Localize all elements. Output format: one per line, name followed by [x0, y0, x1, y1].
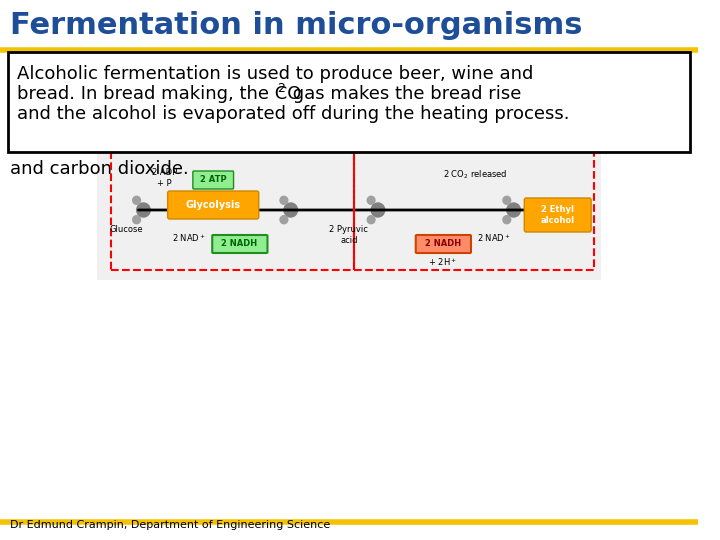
Text: Glucose: Glucose: [109, 226, 143, 234]
Circle shape: [507, 203, 521, 217]
Text: Glycolysis: Glycolysis: [186, 200, 240, 210]
FancyBboxPatch shape: [415, 235, 471, 253]
Text: Fermentation in micro-organisms: Fermentation in micro-organisms: [9, 10, 582, 39]
FancyBboxPatch shape: [212, 235, 267, 253]
Text: 2 NAD$^+$: 2 NAD$^+$: [172, 232, 206, 244]
FancyBboxPatch shape: [97, 140, 601, 280]
FancyBboxPatch shape: [193, 171, 233, 189]
Text: 2 Pyruvic
acid: 2 Pyruvic acid: [330, 225, 369, 245]
Text: Alcoholic fermentation is used to produce beer, wine and: Alcoholic fermentation is used to produc…: [17, 65, 534, 83]
Circle shape: [367, 197, 375, 204]
Text: 2 NAD$^+$: 2 NAD$^+$: [477, 232, 511, 244]
Circle shape: [284, 203, 297, 217]
Text: 2 NADH: 2 NADH: [221, 240, 258, 248]
Circle shape: [132, 197, 140, 204]
Text: 2 ATP: 2 ATP: [200, 176, 227, 185]
FancyBboxPatch shape: [168, 191, 258, 219]
Text: and the alcohol is evaporated off during the heating process.: and the alcohol is evaporated off during…: [17, 105, 570, 123]
Text: bread. In bread making, the CO: bread. In bread making, the CO: [17, 85, 302, 103]
Circle shape: [280, 197, 288, 204]
Circle shape: [372, 203, 384, 217]
Text: Example Two:: Example Two:: [9, 67, 134, 85]
Text: gas makes the bread rise: gas makes the bread rise: [287, 85, 521, 103]
Circle shape: [503, 197, 510, 204]
Text: 2 CO$_2$ released: 2 CO$_2$ released: [443, 168, 507, 181]
FancyBboxPatch shape: [524, 198, 591, 232]
Circle shape: [280, 215, 288, 224]
Circle shape: [367, 215, 375, 224]
Circle shape: [137, 203, 150, 217]
Text: 2: 2: [277, 82, 285, 95]
Text: Yeast is a single-celled fungus that can perform both aerobic
cellular respirati: Yeast is a single-celled fungus that can…: [9, 85, 566, 178]
FancyBboxPatch shape: [0, 0, 698, 50]
Circle shape: [132, 215, 140, 224]
Text: Dr Edmund Crampin, Department of Engineering Science: Dr Edmund Crampin, Department of Enginee…: [9, 520, 330, 530]
FancyBboxPatch shape: [8, 52, 690, 152]
Text: 2 ADP
+ P: 2 ADP + P: [152, 168, 177, 188]
Text: 2 NADH: 2 NADH: [425, 240, 461, 248]
Text: + 2H$^+$: + 2H$^+$: [428, 256, 457, 268]
Text: 2 Ethyl
alcohol: 2 Ethyl alcohol: [540, 205, 575, 225]
Circle shape: [503, 215, 510, 224]
